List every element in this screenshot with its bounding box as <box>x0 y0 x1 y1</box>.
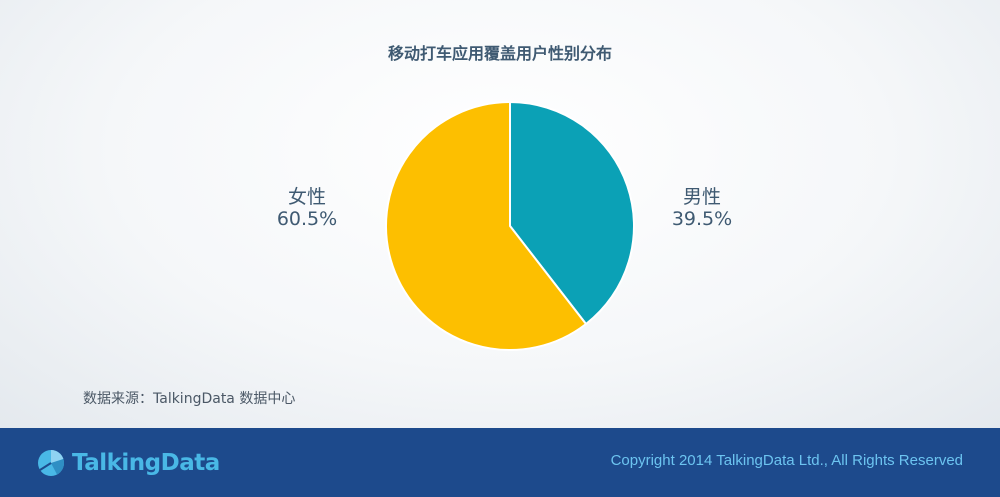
logo-text: TalkingData <box>72 450 220 476</box>
female-label: 女性 <box>287 186 326 208</box>
pie-chart <box>385 100 635 351</box>
chart-title: 移动打车应用覆盖用户性别分布 <box>387 44 612 63</box>
data-source-note: 数据来源：TalkingData 数据中心 <box>83 391 296 407</box>
logo-pie-icon <box>38 449 65 476</box>
slide-background: 移动打车应用覆盖用户性别分布 女性 60.5% 男性 39.5% 数据来源：Ta… <box>0 0 1000 428</box>
talkingdata-logo: TalkingData <box>36 446 220 480</box>
female-percent: 60.5% <box>276 208 338 230</box>
male-label: 男性 <box>682 186 721 208</box>
copyright-text: Copyright 2014 TalkingData Ltd., All Rig… <box>610 452 963 469</box>
slice-label-female: 女性 60.5% <box>262 186 352 230</box>
pie-slice-male <box>509 100 635 326</box>
slice-label-male: 男性 39.5% <box>657 186 747 230</box>
male-percent: 39.5% <box>671 208 733 230</box>
footer-bar: TalkingData Copyright 2014 TalkingData L… <box>0 428 1000 497</box>
pie-slice-female <box>385 100 588 351</box>
